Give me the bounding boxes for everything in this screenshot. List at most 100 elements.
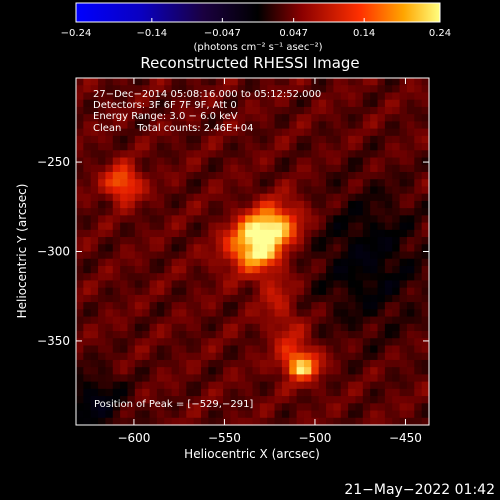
heatmap-pixel	[303, 323, 312, 332]
heatmap-pixel	[98, 280, 107, 289]
heatmap-pixel	[142, 85, 151, 94]
heatmap-pixel	[406, 309, 415, 318]
heatmap-pixel	[215, 316, 224, 325]
heatmap-pixel	[171, 309, 180, 318]
heatmap-pixel	[362, 244, 371, 253]
heatmap-pixel	[340, 208, 349, 216]
heatmap-pixel	[326, 222, 334, 231]
heatmap-pixel	[76, 309, 84, 318]
heatmap-pixel	[267, 273, 276, 282]
heatmap-pixel	[421, 229, 430, 238]
heatmap-pixel	[318, 135, 327, 144]
heatmap-pixel	[274, 92, 283, 101]
heatmap-pixel	[171, 287, 180, 296]
heatmap-pixel	[105, 128, 114, 137]
heatmap-pixel	[230, 208, 239, 216]
heatmap-pixel	[384, 106, 393, 115]
heatmap-pixel	[333, 92, 342, 101]
heatmap-pixel	[289, 403, 298, 412]
heatmap-pixel	[362, 403, 371, 412]
heatmap-pixel	[289, 135, 298, 144]
heatmap-pixel	[230, 200, 239, 209]
heatmap-pixel	[223, 99, 232, 108]
heatmap-pixel	[134, 92, 143, 101]
heatmap-pixel	[348, 280, 357, 289]
heatmap-pixel	[223, 287, 232, 296]
heatmap-pixel	[223, 316, 232, 325]
heatmap-pixel	[164, 273, 173, 282]
heatmap-pixel	[362, 374, 371, 383]
heatmap-pixel	[178, 114, 187, 122]
heatmap-pixel	[340, 121, 349, 130]
heatmap-pixel	[76, 150, 84, 159]
heatmap-pixel	[392, 251, 401, 260]
heatmap-pixel	[164, 331, 173, 339]
heatmap-pixel	[164, 164, 173, 173]
heatmap-pixel	[237, 121, 246, 130]
heatmap-pixel	[326, 143, 334, 151]
heatmap-pixel	[348, 258, 357, 267]
heatmap-pixel	[193, 280, 202, 289]
heatmap-pixel	[303, 244, 312, 253]
heatmap-pixel	[156, 331, 165, 339]
heatmap-pixel	[274, 135, 283, 144]
heatmap-pixel	[193, 106, 202, 115]
heatmap-pixel	[201, 417, 209, 426]
heatmap-pixel	[296, 208, 305, 216]
heatmap-pixel	[267, 265, 276, 274]
heatmap-pixel	[230, 78, 239, 86]
heatmap-pixel	[362, 135, 371, 144]
heatmap-pixel	[156, 302, 165, 310]
heatmap-pixel	[76, 388, 84, 397]
heatmap-pixel	[156, 323, 165, 332]
heatmap-pixel	[259, 92, 268, 101]
heatmap-pixel	[370, 294, 379, 303]
heatmap-pixel	[223, 121, 232, 130]
heatmap-pixel	[156, 352, 165, 361]
heatmap-pixel	[76, 244, 84, 253]
heatmap-pixel	[252, 85, 261, 94]
heatmap-pixel	[399, 208, 408, 216]
heatmap-pixel	[311, 367, 320, 375]
heatmap-pixel	[326, 396, 334, 404]
heatmap-pixel	[303, 273, 312, 282]
heatmap-pixel	[201, 164, 209, 173]
heatmap-pixel	[399, 352, 408, 361]
heatmap-pixel	[392, 323, 401, 332]
heatmap-pixel	[112, 251, 121, 260]
heatmap-pixel	[186, 410, 195, 419]
heatmap-pixel	[259, 222, 268, 231]
heatmap-pixel	[326, 316, 334, 325]
heatmap-pixel	[230, 121, 239, 130]
heatmap-pixel	[348, 121, 357, 130]
heatmap-pixel	[318, 200, 327, 209]
heatmap-pixel	[186, 417, 195, 426]
heatmap-pixel	[267, 403, 276, 412]
heatmap-pixel	[98, 417, 107, 426]
heatmap-pixel	[311, 280, 320, 289]
heatmap-pixel	[237, 106, 246, 115]
heatmap-pixel	[318, 352, 327, 361]
heatmap-pixel	[186, 338, 195, 347]
heatmap-pixel	[105, 85, 114, 94]
heatmap-pixel	[326, 410, 334, 419]
heatmap-pixel	[311, 222, 320, 231]
heatmap-pixel	[252, 417, 261, 426]
heatmap-pixel	[149, 244, 158, 253]
heatmap-pixel	[267, 367, 276, 375]
heatmap-pixel	[223, 193, 232, 202]
heatmap-pixel	[215, 381, 224, 390]
heatmap-pixel	[149, 403, 158, 412]
heatmap-pixel	[377, 215, 386, 224]
heatmap-pixel	[362, 381, 371, 390]
heatmap-pixel	[98, 323, 107, 332]
heatmap-pixel	[252, 186, 261, 195]
heatmap-pixel	[164, 208, 173, 216]
heatmap-pixel	[164, 388, 173, 397]
heatmap-pixel	[230, 265, 239, 274]
x-tick-label: −550	[208, 431, 241, 445]
heatmap-pixel	[311, 273, 320, 282]
heatmap-pixel	[186, 128, 195, 137]
heatmap-pixel	[76, 186, 84, 195]
heatmap-pixel	[281, 193, 290, 202]
